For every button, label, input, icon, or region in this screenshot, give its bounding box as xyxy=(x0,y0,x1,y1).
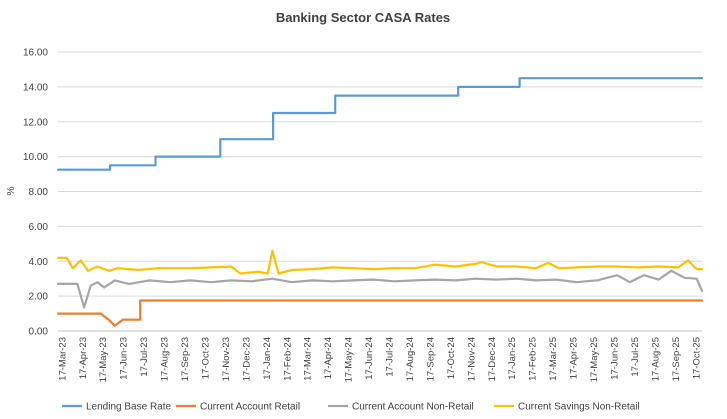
x-tick-label: 17-Sep-23 xyxy=(180,337,191,381)
x-tick-label: 17-Jul-25 xyxy=(630,337,641,377)
legend-label: Current Account Retail xyxy=(200,402,300,413)
y-axis-label: % xyxy=(6,186,17,195)
x-tick-label: 17-Jan-25 xyxy=(507,337,518,380)
series-line-4 xyxy=(56,249,704,275)
legend-label: Current Account Non-Retail xyxy=(352,402,474,413)
x-tick-label: 17-Nov-24 xyxy=(466,337,477,381)
x-tick-label: 17-May-25 xyxy=(589,337,600,382)
x-tick-label: 17-Feb-25 xyxy=(528,337,539,381)
x-tick-label: 17-Oct-24 xyxy=(446,337,457,379)
x-tick-label: 17-Jul-24 xyxy=(385,337,396,377)
y-tick-label: 6.00 xyxy=(29,222,49,233)
x-tick-label: 17-Jun-24 xyxy=(364,337,375,380)
x-tick-label: 17-Sep-25 xyxy=(671,337,682,381)
y-tick-label: 8.00 xyxy=(29,187,49,198)
x-tick-label: 17-Dec-24 xyxy=(487,337,498,381)
x-tick-label: 17-Mar-24 xyxy=(303,337,314,381)
y-tick-label: 2.00 xyxy=(29,292,49,303)
x-tick-label: 17-Nov-23 xyxy=(221,337,232,381)
x-tick-label: 17-Aug-23 xyxy=(160,337,171,381)
x-axis: 17-Mar-23 17-Apr-23 17-May-23 17-Jun-23 17-J… xyxy=(57,337,702,382)
y-tick-label: 14.00 xyxy=(23,82,48,93)
series-group xyxy=(56,77,704,327)
x-tick-label: 17-Jul-23 xyxy=(139,337,150,377)
y-tick-label: 0.00 xyxy=(29,327,49,338)
y-tick-label: 4.00 xyxy=(29,257,49,268)
x-tick-label: 17-Aug-25 xyxy=(650,337,661,381)
x-tick-label: 17-Apr-25 xyxy=(569,337,580,379)
legend: Lending Base Rate Current Account Retail C… xyxy=(62,402,640,413)
x-tick-label: 17-Dec-23 xyxy=(241,337,252,381)
x-tick-label: 17-Oct-25 xyxy=(691,337,702,379)
legend-label: Lending Base Rate xyxy=(86,402,172,413)
x-tick-label: 17-Jun-25 xyxy=(610,337,621,380)
series-line-1 xyxy=(56,77,704,171)
x-tick-label: 17-Oct-23 xyxy=(200,337,211,379)
series-line-2 xyxy=(56,299,704,327)
x-tick-label: 17-Feb-24 xyxy=(282,337,293,381)
x-tick-label: 17-Apr-23 xyxy=(78,337,89,379)
legend-label: Current Savings Non-Retail xyxy=(518,402,640,413)
y-axis: 0.00 2.00 4.00 6.00 8.00 10.00 12.00 14.00 16.00 xyxy=(23,48,48,338)
gridlines xyxy=(58,51,702,332)
y-tick-label: 12.00 xyxy=(23,117,48,128)
y-tick-label: 16.00 xyxy=(23,48,48,59)
x-tick-label: 17-May-24 xyxy=(344,337,355,382)
x-tick-label: 17-Aug-24 xyxy=(405,337,416,381)
y-tick-label: 10.00 xyxy=(23,152,48,163)
x-tick-label: 17-May-23 xyxy=(98,337,109,382)
x-tick-label: 17-Apr-24 xyxy=(323,337,334,379)
x-tick-label: 17-Mar-25 xyxy=(548,337,559,381)
x-tick-label: 17-Jan-24 xyxy=(262,337,273,380)
x-tick-label: 17-Mar-23 xyxy=(57,337,68,381)
x-tick-label: 17-Jun-23 xyxy=(119,337,130,380)
series-line-3 xyxy=(56,269,704,309)
chart-title: Banking Sector CASA Rates xyxy=(276,10,450,25)
x-tick-label: 17-Sep-24 xyxy=(425,337,436,381)
